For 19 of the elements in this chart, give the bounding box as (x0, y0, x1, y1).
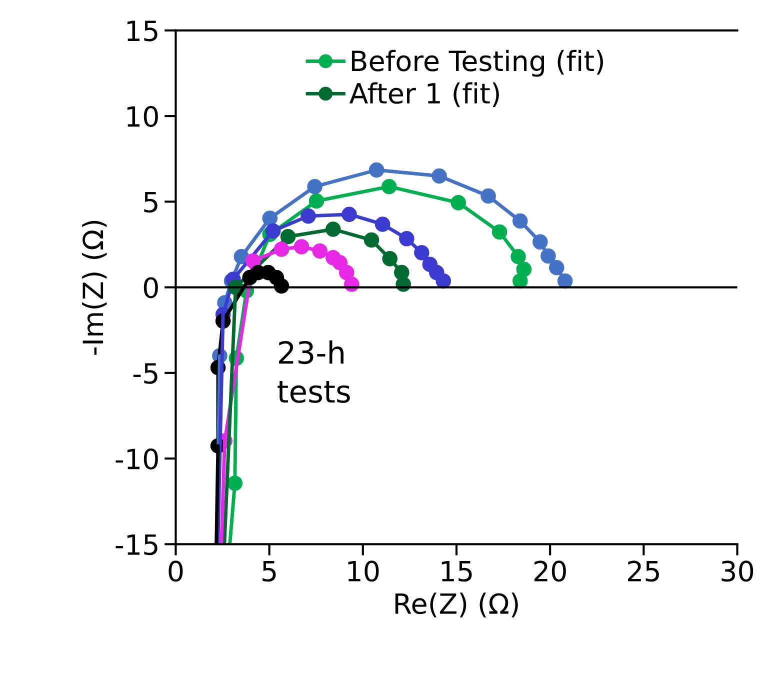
y-tick-label: -10 (116, 448, 158, 470)
x-tick-label: 25 (628, 560, 659, 582)
y-tick-label: -5 (133, 363, 158, 384)
x-tick-label: 0 (168, 560, 183, 582)
x-tick-label: 30 (722, 560, 754, 582)
y-tick-label: -15 (116, 534, 158, 556)
legend-label: After 1 (fit) (349, 82, 499, 108)
x-tick-label: 20 (534, 560, 566, 582)
y-axis-title: -Im(Z) (Ω) (82, 220, 107, 355)
y-tick-label: 5 (144, 192, 158, 213)
x-tick-label: 10 (348, 560, 379, 582)
y-tick-label: 10 (127, 106, 158, 127)
x-axis-title: Re(Z) (Ω) (395, 592, 518, 618)
y-tick-label: 15 (127, 20, 158, 42)
x-tick-label: 15 (442, 561, 472, 582)
x-tick-label: 5 (262, 561, 276, 582)
annotation: 23-h tests (278, 340, 350, 403)
legend-label: Before Testing (fit) (352, 50, 604, 77)
y-tick-label: 0 (144, 277, 158, 298)
